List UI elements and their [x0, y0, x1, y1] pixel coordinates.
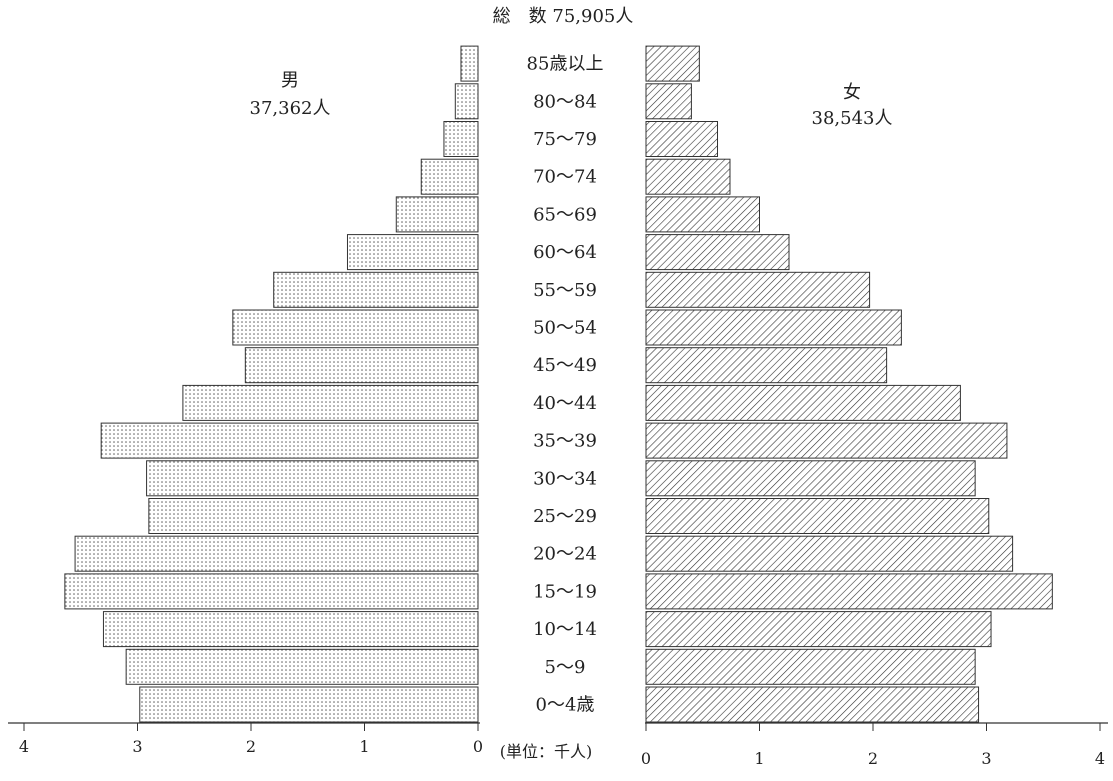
female-bar	[645, 686, 980, 723]
female-tick-label: 2	[868, 749, 878, 768]
female-tick-label: 1	[754, 749, 764, 768]
female-bar	[645, 347, 888, 384]
age-label: 25〜29	[533, 506, 597, 527]
age-label: 75〜79	[533, 129, 597, 150]
female-bar	[645, 535, 1014, 572]
total-label: 総 数 75,905人	[493, 6, 634, 27]
male-bar	[148, 498, 479, 534]
male-bar	[102, 611, 479, 648]
age-label: 5〜9	[545, 657, 586, 678]
male-bar	[443, 121, 479, 157]
age-label: 0〜4歳	[536, 695, 595, 716]
male-bar	[420, 158, 479, 195]
male-bar	[460, 45, 479, 82]
female-bar	[645, 121, 719, 157]
age-label: 45〜49	[533, 355, 597, 376]
female-bar	[645, 498, 990, 534]
male-bar	[244, 347, 479, 384]
age-label: 65〜69	[533, 204, 597, 225]
female-bar	[645, 271, 871, 308]
bars-layer	[64, 45, 1053, 723]
female-total: 38,543人	[812, 108, 893, 129]
age-label: 55〜59	[533, 280, 597, 301]
male-tick-label: 2	[246, 737, 256, 756]
age-label: 85歳以上	[527, 54, 604, 75]
male-name: 男	[281, 70, 299, 91]
female-bar	[645, 45, 700, 82]
age-label: 15〜19	[533, 581, 597, 602]
male-tick-label: 0	[473, 737, 483, 756]
male-tick-label: 4	[19, 737, 29, 756]
axis-layer: 0 0 1 1 2 2 3 3 4 4	[8, 722, 1108, 768]
male-tick-label: 3	[132, 737, 142, 756]
age-label: 60〜64	[533, 242, 597, 263]
male-bar	[346, 234, 479, 271]
unit-label: (単位：千人)	[500, 742, 593, 761]
female-bar	[645, 83, 692, 120]
male-tick-label: 1	[359, 737, 369, 756]
age-label: 50〜54	[533, 318, 597, 339]
female-bar	[645, 648, 976, 685]
female-tick-label: 4	[1095, 749, 1105, 768]
age-label: 70〜74	[533, 167, 597, 188]
age-label: 35〜39	[533, 431, 597, 452]
male-bar	[139, 686, 479, 723]
female-bar	[645, 158, 731, 195]
female-bar	[645, 460, 976, 497]
female-bar	[645, 611, 992, 648]
male-bar	[146, 460, 479, 497]
age-label: 20〜24	[533, 544, 597, 565]
female-bar	[645, 234, 790, 271]
male-bar	[100, 422, 479, 459]
age-label: 40〜44	[533, 393, 597, 414]
male-bar	[125, 648, 479, 685]
age-labels-layer: 0〜4歳 5〜9 10〜14 15〜19 20〜24 25〜29 30〜34 35〜39 40〜…	[527, 54, 604, 716]
female-bar	[645, 196, 760, 233]
female-bar	[645, 384, 961, 421]
male-bar	[273, 271, 479, 308]
male-bar	[74, 535, 479, 572]
female-name: 女	[843, 82, 861, 103]
age-label: 80〜84	[533, 91, 597, 112]
female-bar	[645, 422, 1008, 459]
male-bar	[232, 309, 479, 346]
age-label: 10〜14	[533, 619, 597, 640]
male-bar	[454, 83, 479, 120]
female-bar	[645, 573, 1053, 610]
male-bar	[182, 384, 479, 421]
male-bar	[64, 573, 479, 610]
female-tick-label: 0	[641, 749, 651, 768]
male-total: 37,362人	[250, 98, 331, 119]
age-label: 30〜34	[533, 468, 597, 489]
female-bar	[645, 309, 902, 346]
male-bar	[395, 196, 479, 233]
female-tick-label: 3	[981, 749, 991, 768]
